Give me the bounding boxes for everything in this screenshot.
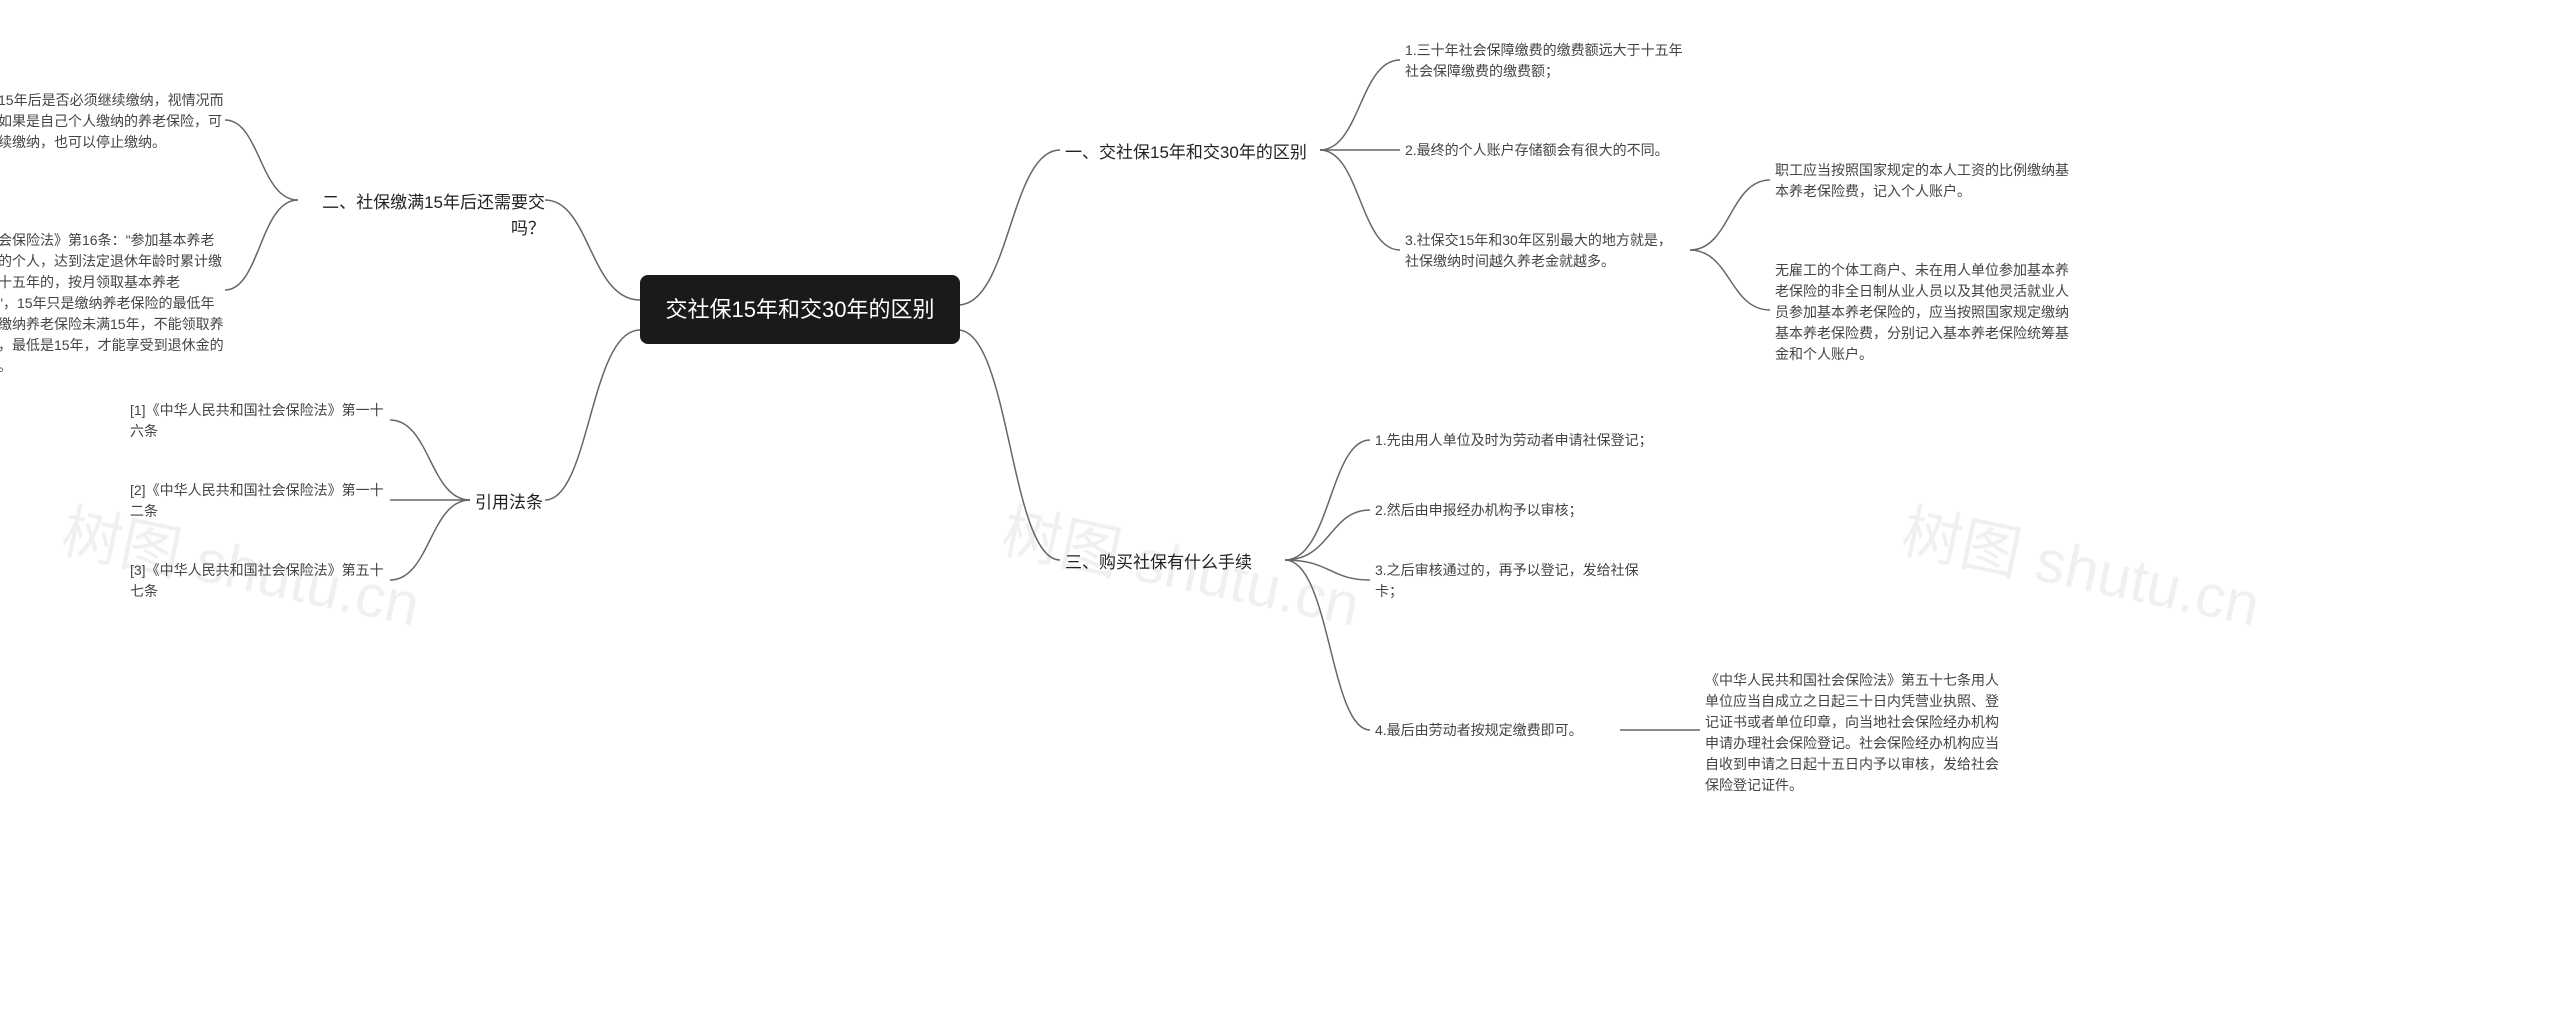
branch-1-item-3: 3.社保交15年和30年区别最大的地方就是，社保缴纳时间越久养老金就越多。 <box>1405 230 1685 272</box>
branch-3-item-4: 4.最后由劳动者按规定缴费即可。 <box>1375 720 1583 741</box>
branch-1-item-1: 1.三十年社会保障缴费的缴费额远大于十五年社会保障缴费的缴费额； <box>1405 40 1685 82</box>
branch-3-item-1: 1.先由用人单位及时为劳动者申请社保登记； <box>1375 430 1653 451</box>
branch-1-item-3-sub-2: 无雇工的个体工商户、未在用人单位参加基本养老保险的非全日制从业人员以及其他灵活就… <box>1775 260 2075 365</box>
watermark: 树图 shutu.cn <box>1895 483 2269 644</box>
branch-2: 二、社保缴满15年后还需要交吗？ <box>300 190 545 241</box>
law-item-1: [1]《中华人民共和国社会保险法》第一十六条 <box>130 400 390 442</box>
branch-3-item-3: 3.之后审核通过的，再予以登记，发给社保卡； <box>1375 560 1655 602</box>
root-title: 交社保15年和交30年的区别 <box>666 297 935 322</box>
branch-1-item-2: 2.最终的个人账户存储额会有很大的不同。 <box>1405 140 1669 161</box>
branch-1: 一、交社保15年和交30年的区别 <box>1065 140 1307 166</box>
branch-3: 三、购买社保有什么手续 <box>1065 550 1252 576</box>
branch-2-item-2: 《社会保险法》第16条："参加基本养老保险的个人，达到法定退休年龄时累计缴费满十… <box>0 230 225 377</box>
branch-3-item-2: 2.然后由申报经办机构予以审核； <box>1375 500 1583 521</box>
branch-1-item-3-sub-1: 职工应当按照国家规定的本人工资的比例缴纳基本养老保险费，记入个人账户。 <box>1775 160 2075 202</box>
law-item-2: [2]《中华人民共和国社会保险法》第一十二条 <box>130 480 390 522</box>
branch-2-item-1: 缴满15年后是否必须继续缴纳，视情况而定。如果是自己个人缴纳的养老保险，可以继续… <box>0 90 225 153</box>
branch-3-item-4-sub: 《中华人民共和国社会保险法》第五十七条用人单位应当自成立之日起三十日内凭营业执照… <box>1705 670 2005 796</box>
root-node: 交社保15年和交30年的区别 <box>640 275 960 344</box>
branch-law: 引用法条 <box>475 490 543 516</box>
law-item-3: [3]《中华人民共和国社会保险法》第五十七条 <box>130 560 390 602</box>
